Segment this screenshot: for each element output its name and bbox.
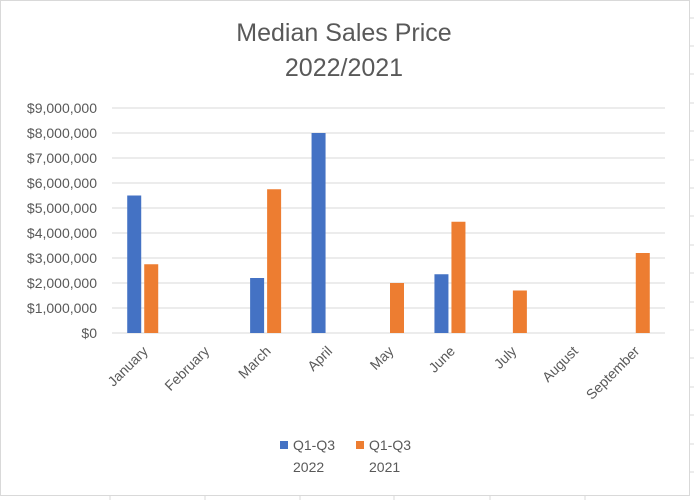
x-category-label: September (583, 343, 643, 403)
bar-2021-september (635, 253, 650, 333)
chart-title: Median Sales Price 2022/2021 (236, 19, 451, 82)
gridlines (112, 107, 665, 334)
y-tick-label: $1,000,000 (27, 300, 97, 316)
x-category-label: April (304, 343, 335, 374)
x-category-label: August (539, 343, 581, 385)
y-tick-label: $7,000,000 (27, 150, 97, 166)
bars (127, 133, 650, 333)
legend-swatch-2022 (280, 441, 288, 449)
y-tick-label: $0 (81, 325, 97, 341)
legend-label-2022-line-1: Q1-Q3 (293, 437, 335, 453)
bar-2022-march (250, 278, 265, 333)
x-category-label: May (367, 343, 397, 373)
bar-2021-june (451, 221, 466, 333)
x-axis-category-labels: January February March April May June July Augu… (104, 343, 642, 403)
chart-title-line-2: 2022/2021 (285, 54, 403, 82)
x-category-label: June (425, 343, 458, 376)
bar-2022-april (311, 133, 326, 333)
x-category-label: March (235, 343, 274, 382)
legend: Q1-Q3 2022 Q1-Q3 2021 (280, 437, 411, 475)
legend-label-2021-line-1: Q1-Q3 (369, 437, 411, 453)
x-category-label: February (161, 343, 212, 394)
bar-2021-march (267, 189, 282, 333)
legend-label-2022-line-2: 2022 (293, 459, 324, 475)
bar-2022-june (434, 274, 449, 333)
bar-2021-july (512, 290, 527, 333)
chart-title-line-1: Median Sales Price (236, 19, 451, 47)
frame-edge-ticks (109, 17, 694, 500)
y-tick-label: $2,000,000 (27, 275, 97, 291)
y-tick-label: $8,000,000 (27, 125, 97, 141)
x-category-label: January (104, 343, 151, 390)
y-tick-label: $5,000,000 (27, 200, 97, 216)
legend-swatch-2021 (356, 441, 364, 449)
legend-label-2021-line-2: 2021 (369, 459, 400, 475)
x-category-label: July (491, 343, 520, 372)
bar-2022-january (127, 195, 142, 333)
bar-2021-may (390, 283, 404, 333)
y-axis-tick-labels: $0 $1,000,000 $2,000,000 $3,000,000 $4,000,0… (27, 100, 97, 341)
y-tick-label: $3,000,000 (27, 250, 97, 266)
y-tick-label: $9,000,000 (27, 100, 97, 116)
y-tick-label: $4,000,000 (27, 225, 97, 241)
y-tick-label: $6,000,000 (27, 175, 97, 191)
bar-2021-january (144, 264, 159, 333)
